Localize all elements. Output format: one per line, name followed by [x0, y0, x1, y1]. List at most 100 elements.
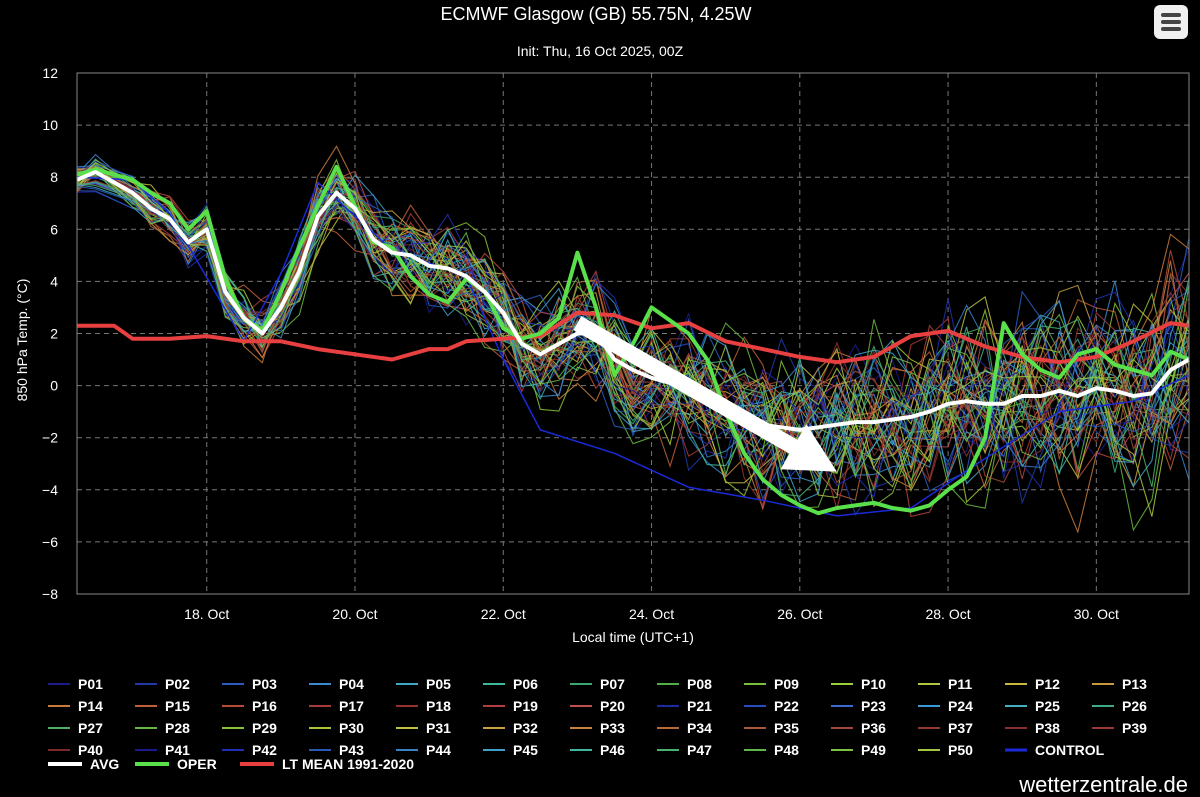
legend-label: P41: [165, 742, 190, 758]
legend-label: P26: [1122, 698, 1147, 714]
legend-label: P19: [513, 698, 538, 714]
ensemble-line-p49: [76, 165, 1190, 475]
legend: P01 P02 P03 P04 P05 P06 P07 P08 P09 P10 P11 P12 P13 P…: [48, 676, 1147, 772]
legend-label: AVG: [90, 756, 119, 772]
legend-label: P32: [513, 720, 538, 736]
series-line-oper: [76, 164, 1190, 516]
legend-label: P23: [861, 698, 886, 714]
legend-label: P18: [426, 698, 451, 714]
legend-label: OPER: [177, 756, 217, 772]
y-tick-label: 6: [50, 221, 58, 237]
legend-label: P50: [948, 742, 973, 758]
legend-label: P49: [861, 742, 886, 758]
x-tick-label: 30. Oct: [1074, 606, 1119, 622]
legend-label: P15: [165, 698, 190, 714]
legend-label: CONTROL: [1035, 742, 1105, 758]
y-tick-label: −2: [42, 430, 58, 446]
main-series-lines: [76, 164, 1190, 517]
legend-label: P14: [78, 698, 103, 714]
legend-label: P43: [339, 742, 364, 758]
y-tick-label: 0: [50, 378, 58, 394]
x-tick-label: 20. Oct: [332, 606, 377, 622]
legend-label: P36: [861, 720, 886, 736]
series-line-avg: [76, 170, 1190, 432]
y-tick-label: 2: [50, 326, 58, 342]
legend-label: P37: [948, 720, 973, 736]
legend-label: P16: [252, 698, 277, 714]
legend-label: P31: [426, 720, 451, 736]
y-tick-label: 8: [50, 169, 58, 185]
ensemble-line-p45: [76, 174, 1190, 488]
legend-label: P20: [600, 698, 625, 714]
legend-label: P47: [687, 742, 712, 758]
legend-label: P21: [687, 698, 712, 714]
legend-label: P02: [165, 676, 190, 692]
credit-text: wetterzentrale.de: [1018, 772, 1188, 797]
legend-label: P39: [1122, 720, 1147, 736]
legend-label: P33: [600, 720, 625, 736]
legend-label: P13: [1122, 676, 1147, 692]
legend-label: P45: [513, 742, 538, 758]
legend-label: P46: [600, 742, 625, 758]
legend-label: P42: [252, 742, 277, 758]
menu-bar: [1161, 27, 1181, 31]
legend-label: P17: [339, 698, 364, 714]
x-tick-label: 26. Oct: [777, 606, 822, 622]
legend-label: P12: [1035, 676, 1060, 692]
y-tick-label: 10: [42, 117, 58, 133]
legend-label: P30: [339, 720, 364, 736]
legend-label: P09: [774, 676, 799, 692]
legend-label: P35: [774, 720, 799, 736]
legend-label: P27: [78, 720, 103, 736]
legend-label: P22: [774, 698, 799, 714]
legend-label: P08: [687, 676, 712, 692]
legend-label: P11: [948, 676, 972, 692]
legend-label: P44: [426, 742, 451, 758]
y-tick-label: −4: [42, 482, 58, 498]
x-axis-label: Local time (UTC+1): [572, 629, 694, 645]
ensemble-line-p28: [76, 171, 1190, 532]
legend-label: P34: [687, 720, 712, 736]
legend-label: P24: [948, 698, 973, 714]
legend-label: LT MEAN 1991-2020: [282, 756, 414, 772]
ensemble-line-p25: [76, 174, 1190, 474]
legend-label: P07: [600, 676, 625, 692]
x-tick-label: 18. Oct: [184, 606, 229, 622]
legend-label: P04: [339, 676, 364, 692]
series-line-lt-mean-1991-2020: [77, 310, 1190, 365]
trend-arrow-annotation: [573, 316, 837, 472]
legend-label: P28: [165, 720, 190, 736]
x-tick-label: 28. Oct: [925, 606, 970, 622]
x-tick-label: 22. Oct: [481, 606, 526, 622]
legend-label: P06: [513, 676, 538, 692]
x-tick-label: 24. Oct: [629, 606, 674, 622]
trend-arrow: [573, 316, 837, 472]
legend-label: P10: [861, 676, 886, 692]
chart-subtitle: Init: Thu, 16 Oct 2025, 00Z: [517, 43, 684, 59]
ensemble-line-p43: [76, 174, 1190, 501]
y-tick-label: −8: [42, 586, 58, 602]
menu-bar: [1161, 13, 1181, 17]
y-tick-label: 4: [50, 273, 58, 289]
legend-label: P29: [252, 720, 277, 736]
ensemble-line-p42: [76, 160, 1190, 499]
hamburger-menu-icon[interactable]: [1154, 5, 1188, 39]
chart-title: ECMWF Glasgow (GB) 55.75N, 4.25W: [440, 4, 751, 24]
menu-bar: [1161, 20, 1181, 24]
y-axis-label: 850 hPa Temp. (°C): [14, 279, 30, 402]
ensemble-line-p32: [76, 166, 1190, 489]
y-tick-label: −6: [42, 534, 58, 550]
legend-label: P40: [78, 742, 103, 758]
legend-label: P48: [774, 742, 799, 758]
y-axis-ticks: −8 −6 −4 −2 0 2 4 6 8 10 12: [42, 65, 58, 602]
plot-area-border: [76, 72, 1190, 595]
legend-label: P01: [78, 676, 103, 692]
legend-label: P25: [1035, 698, 1060, 714]
x-axis-ticks: 18. Oct 20. Oct 22. Oct 24. Oct 26. Oct 28. O…: [184, 606, 1119, 622]
ensemble-line-p37: [76, 174, 1190, 482]
legend-label: P38: [1035, 720, 1060, 736]
legend-label: P03: [252, 676, 277, 692]
legend-label: P05: [426, 676, 451, 692]
y-tick-label: 12: [42, 65, 58, 81]
